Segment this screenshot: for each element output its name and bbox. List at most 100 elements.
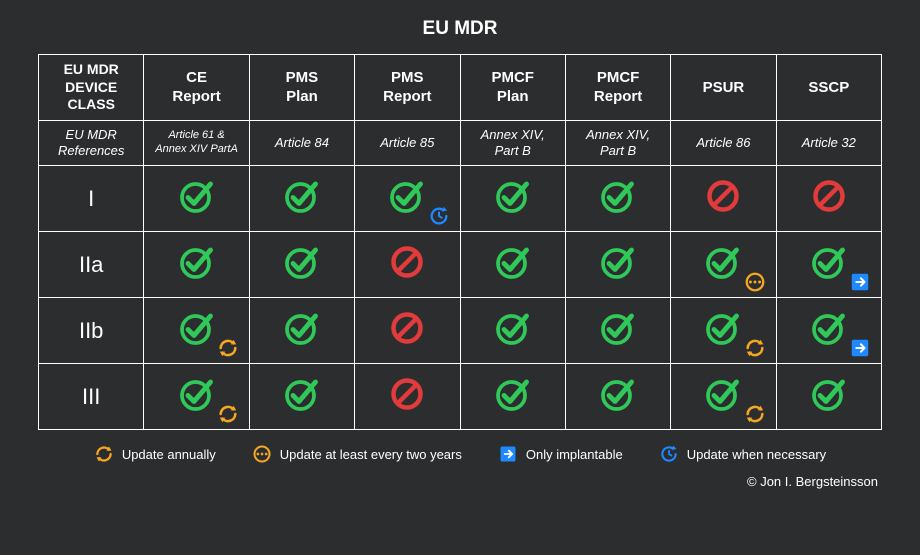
status-cell (460, 364, 565, 430)
status-cell (144, 298, 249, 364)
no-icon (389, 244, 425, 285)
row-label: I (39, 166, 144, 232)
mdr-table: EU MDRDEVICECLASSCEReportPMSPlanPMSRepor… (38, 54, 882, 430)
check-icon (495, 244, 531, 285)
reference-cell: Article 85 (355, 120, 460, 166)
check-icon (811, 310, 847, 351)
check-icon (179, 178, 215, 219)
reference-cell: Annex XIV,Part B (460, 120, 565, 166)
status-cell (776, 232, 881, 298)
annual-icon (744, 337, 766, 359)
row-label: III (39, 364, 144, 430)
status-cell (565, 298, 670, 364)
legend-label: Update annually (122, 447, 216, 462)
copyright: © Jon I. Bergsteinsson (38, 474, 882, 489)
two_year-icon (252, 444, 272, 464)
legend-label: Update at least every two years (280, 447, 462, 462)
header-ce-report: CEReport (144, 55, 249, 121)
check-icon (389, 178, 425, 219)
check-icon (179, 376, 215, 417)
reference-cell: Annex XIV,Part B (565, 120, 670, 166)
header-pmcf-report: PMCFReport (565, 55, 670, 121)
reference-cell: Article 84 (249, 120, 354, 166)
status-cell (144, 232, 249, 298)
legend-item: Update annually (94, 444, 216, 464)
implantable-icon (498, 444, 518, 464)
annual-icon (744, 403, 766, 425)
legend-item: Only implantable (498, 444, 623, 464)
implantable-icon (849, 271, 871, 293)
status-cell (776, 298, 881, 364)
status-cell (776, 364, 881, 430)
references-row: EU MDRReferencesArticle 61 &Annex XIV Pa… (39, 120, 882, 166)
status-cell (671, 298, 776, 364)
status-cell (671, 232, 776, 298)
reference-cell: Article 32 (776, 120, 881, 166)
header-pms-report: PMSReport (355, 55, 460, 121)
check-icon (705, 310, 741, 351)
implantable-icon (849, 337, 871, 359)
status-cell (249, 166, 354, 232)
legend-item: Update at least every two years (252, 444, 462, 464)
status-cell (355, 166, 460, 232)
page-title: EU MDR (38, 18, 882, 40)
check-icon (495, 310, 531, 351)
header-psur: PSUR (671, 55, 776, 121)
two_year-icon (744, 271, 766, 293)
header-row: EU MDRDEVICECLASSCEReportPMSPlanPMSRepor… (39, 55, 882, 121)
check-icon (705, 244, 741, 285)
check-icon (600, 310, 636, 351)
check-icon (495, 178, 531, 219)
check-icon (811, 244, 847, 285)
reference-cell: EU MDRReferences (39, 120, 144, 166)
reference-cell: Article 86 (671, 120, 776, 166)
table-row: I (39, 166, 882, 232)
status-cell (249, 364, 354, 430)
table-row: IIa (39, 232, 882, 298)
legend-item: Update when necessary (659, 444, 826, 464)
check-icon (495, 376, 531, 417)
header-pms-plan: PMSPlan (249, 55, 354, 121)
annual-icon (217, 337, 239, 359)
annual-icon (217, 403, 239, 425)
check-icon (284, 244, 320, 285)
no-icon (705, 178, 741, 219)
check-icon (179, 244, 215, 285)
status-cell (671, 364, 776, 430)
status-cell (249, 298, 354, 364)
row-label: IIb (39, 298, 144, 364)
legend-label: Only implantable (526, 447, 623, 462)
check-icon (705, 376, 741, 417)
no-icon (389, 376, 425, 417)
check-icon (284, 178, 320, 219)
legend-label: Update when necessary (687, 447, 826, 462)
status-cell (355, 232, 460, 298)
status-cell (565, 166, 670, 232)
status-cell (144, 364, 249, 430)
header-pmcf-plan: PMCFPlan (460, 55, 565, 121)
status-cell (249, 232, 354, 298)
check-icon (600, 376, 636, 417)
status-cell (460, 232, 565, 298)
header-device-class: EU MDRDEVICECLASS (39, 55, 144, 121)
check-icon (284, 376, 320, 417)
check-icon (284, 310, 320, 351)
necessary-icon (428, 205, 450, 227)
header-sscp: SSCP (776, 55, 881, 121)
check-icon (600, 178, 636, 219)
annual-icon (94, 444, 114, 464)
check-icon (600, 244, 636, 285)
status-cell (776, 166, 881, 232)
table-row: IIb (39, 298, 882, 364)
status-cell (355, 364, 460, 430)
status-cell (355, 298, 460, 364)
no-icon (811, 178, 847, 219)
necessary-icon (659, 444, 679, 464)
reference-cell: Article 61 &Annex XIV PartA (144, 120, 249, 166)
status-cell (565, 364, 670, 430)
check-icon (811, 376, 847, 417)
status-cell (460, 166, 565, 232)
legend: Update annually Update at least every tw… (38, 444, 882, 464)
status-cell (565, 232, 670, 298)
check-icon (179, 310, 215, 351)
